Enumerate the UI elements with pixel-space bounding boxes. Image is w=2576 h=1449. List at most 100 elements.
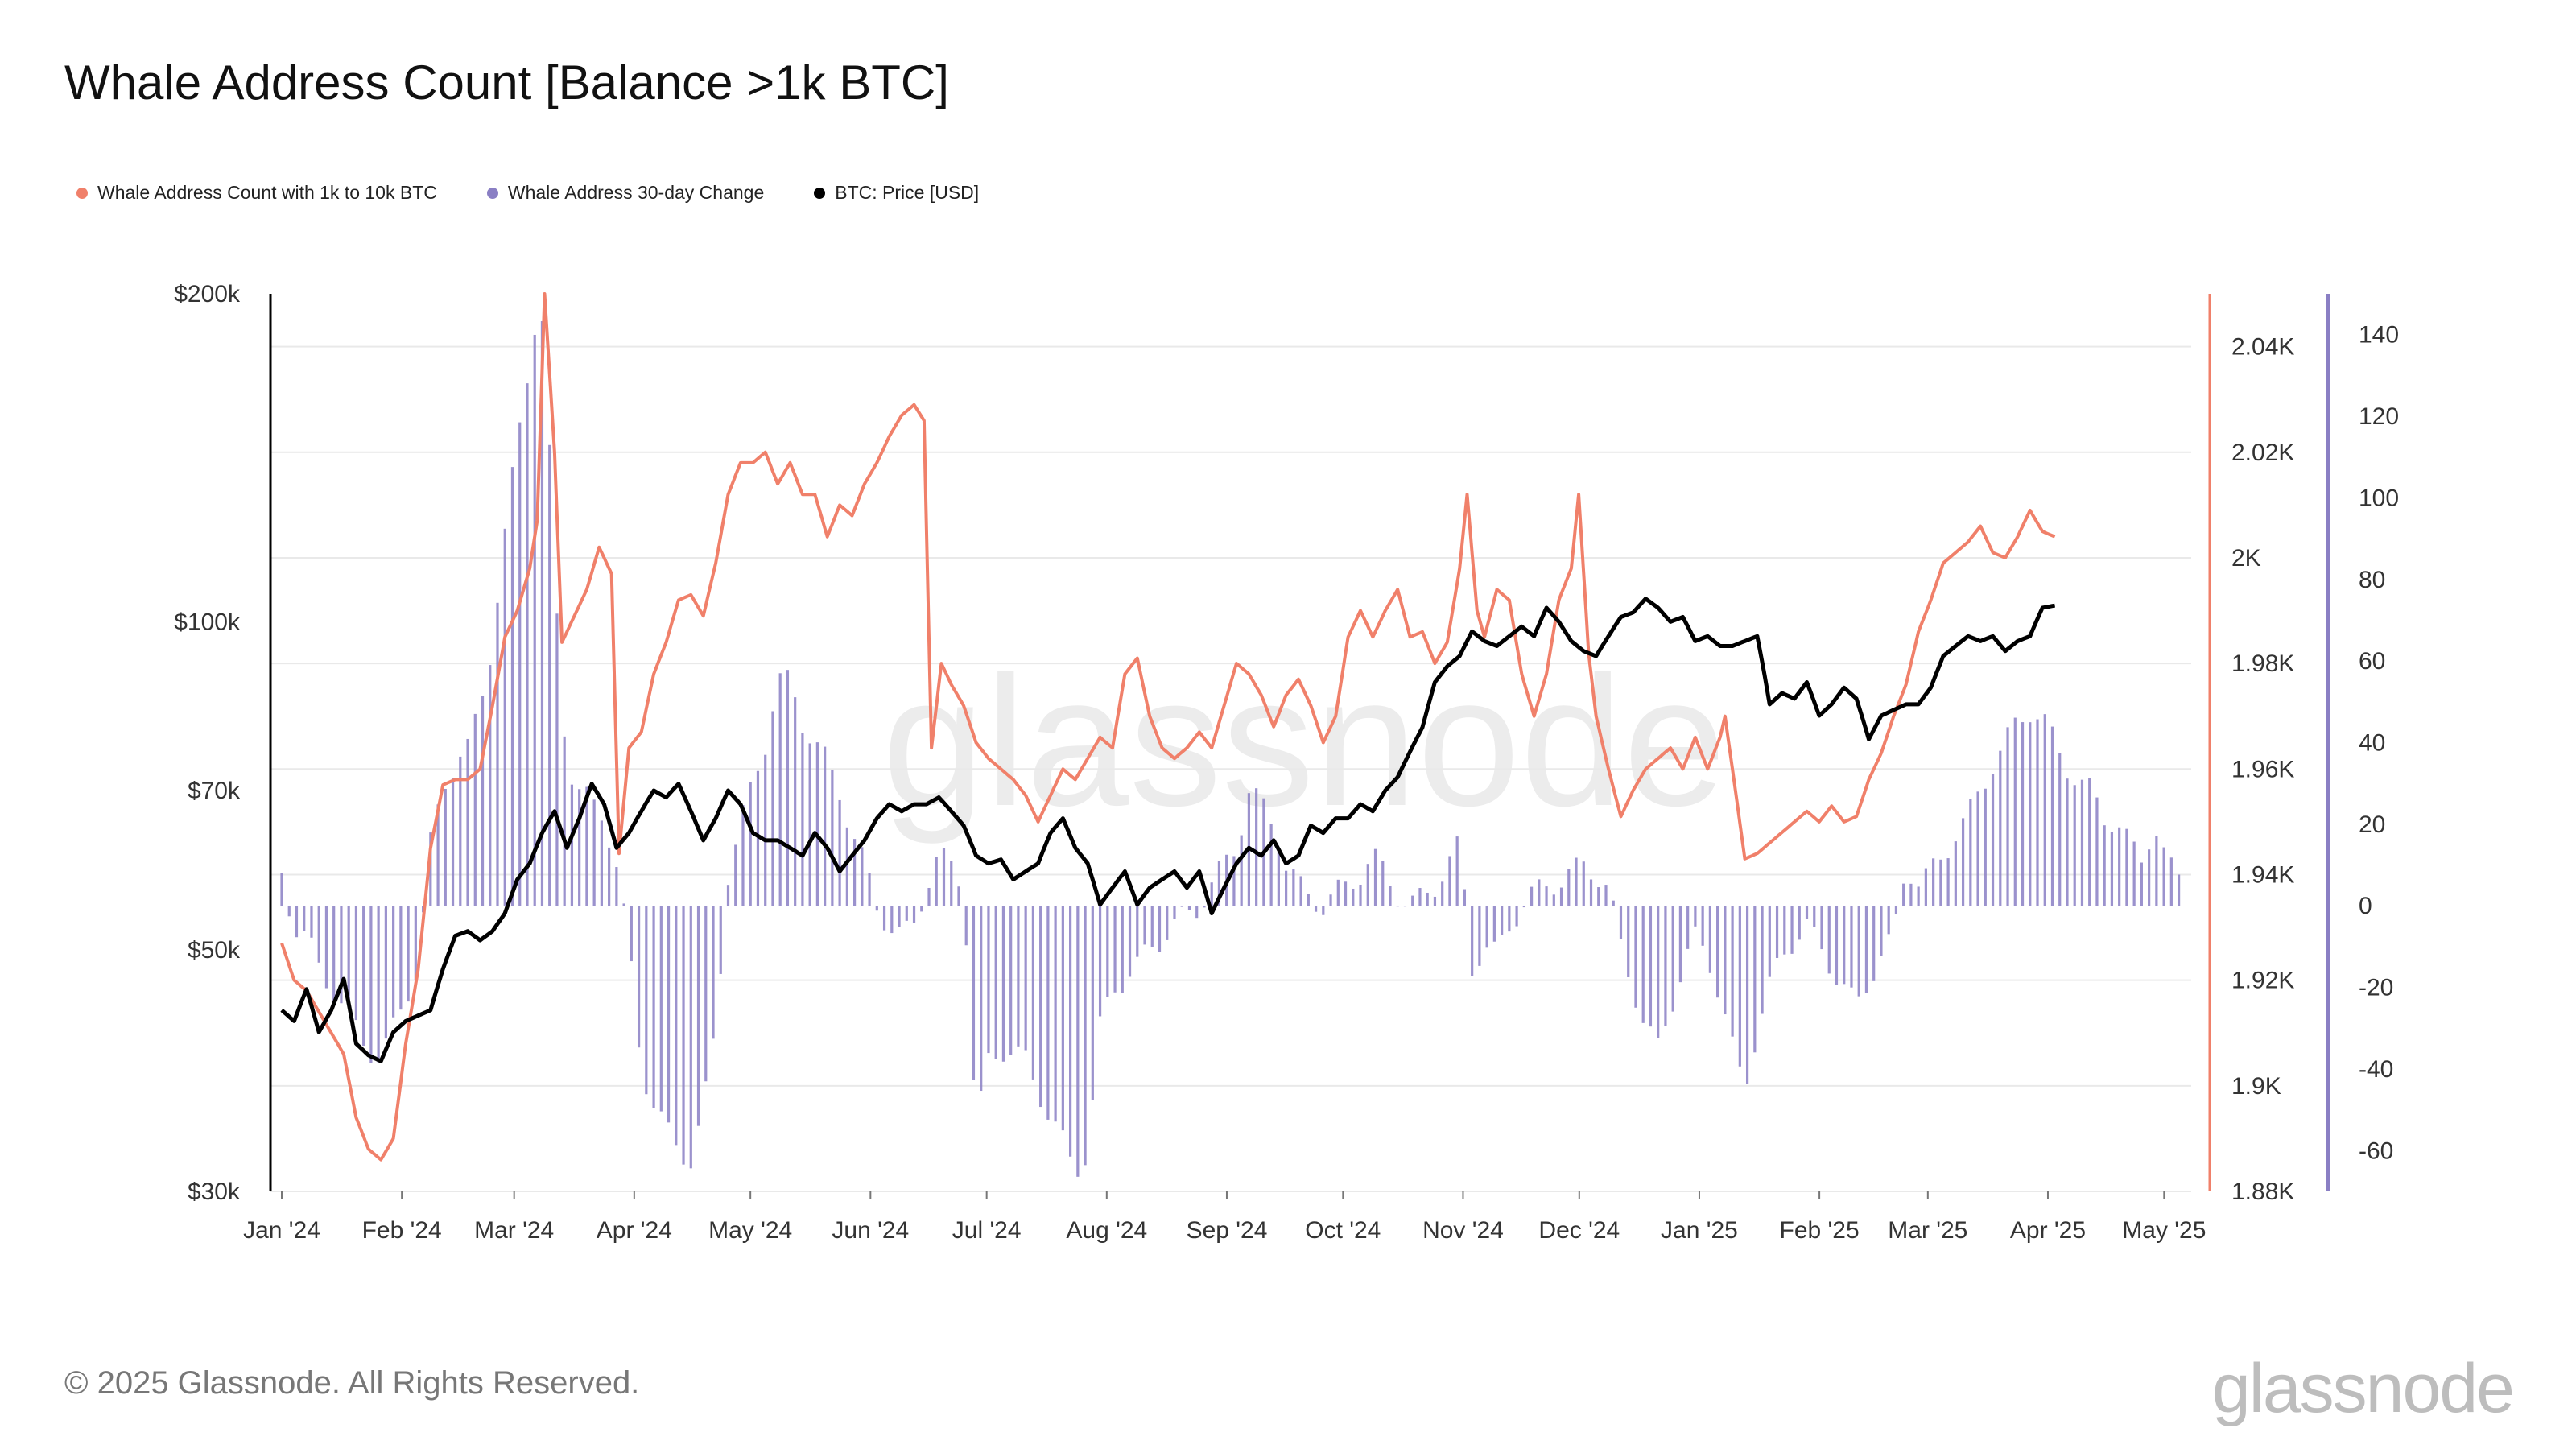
x-tick-label: Mar '25	[1888, 1217, 1967, 1244]
change-bar	[1195, 906, 1199, 919]
change-bar	[675, 906, 678, 1146]
change-bar	[1121, 906, 1124, 993]
change-bar	[1240, 835, 1243, 906]
change-bar	[1805, 906, 1809, 919]
change-tick-label: -60	[2359, 1137, 2393, 1164]
change-tick-label: 60	[2359, 648, 2385, 675]
change-bar	[1217, 861, 1221, 906]
change-bar	[682, 906, 685, 1165]
change-bar	[1894, 906, 1898, 915]
change-bar	[1441, 881, 1444, 906]
legend-dot-change	[486, 187, 498, 199]
change-bar	[1961, 818, 1965, 906]
count-tick-label: 1.9K	[2231, 1073, 2281, 1100]
change-bar	[1738, 906, 1741, 1067]
change-bar	[1463, 889, 1467, 906]
change-bar	[1285, 870, 1288, 906]
change-bar	[630, 906, 633, 962]
change-bar	[578, 789, 581, 906]
change-bar	[1850, 906, 1853, 988]
x-tick-label: Jan '25	[1661, 1217, 1738, 1244]
x-tick-label: Mar '24	[474, 1217, 554, 1244]
legend-dot-price	[814, 187, 826, 199]
change-bar	[1641, 906, 1645, 1023]
axis-labels: $30k $50k $70k $100k $200k 1.88K 1.9K 1.92K 1.94…	[174, 281, 2399, 1244]
change-bar	[1924, 868, 1927, 906]
change-bar	[957, 886, 960, 906]
change-bar	[1761, 906, 1764, 1014]
change-bar	[1322, 906, 1325, 915]
change-tick-label: 40	[2359, 730, 2385, 757]
change-bar	[1708, 906, 1711, 973]
change-bar	[1173, 906, 1176, 919]
change-bar	[1619, 906, 1623, 939]
change-bar	[1530, 886, 1534, 906]
change-bar	[1381, 861, 1385, 906]
change-bar	[399, 906, 402, 1010]
change-bar	[1359, 884, 1362, 906]
change-bar	[1701, 906, 1704, 946]
change-bar	[1269, 824, 1273, 906]
change-bar	[1798, 906, 1801, 940]
legend-label-change: Whale Address 30-day Change	[507, 182, 765, 203]
change-bar	[2088, 778, 2091, 906]
change-bar	[585, 786, 588, 906]
change-bar	[1084, 906, 1087, 1166]
change-bar	[1627, 906, 1630, 977]
change-bar	[1501, 906, 1504, 935]
change-bar	[882, 906, 886, 931]
change-bar	[719, 906, 722, 974]
change-bar	[1329, 894, 1332, 906]
legend-label-price: BTC: Price [USD]	[835, 182, 980, 203]
change-bar	[518, 422, 522, 906]
change-bar	[935, 857, 938, 906]
change-bar	[2013, 717, 2017, 906]
change-bar	[1448, 856, 1451, 906]
change-bar	[496, 602, 499, 906]
change-bar	[1054, 906, 1057, 1122]
change-bar	[1418, 888, 1422, 906]
change-bar	[950, 861, 953, 906]
change-bar	[1485, 906, 1488, 948]
change-bar	[898, 906, 901, 927]
change-bar	[2021, 722, 2025, 906]
change-bar	[1299, 876, 1302, 906]
change-bar	[868, 873, 871, 906]
change-tick-label: 100	[2359, 485, 2399, 511]
change-bar	[1426, 892, 1429, 906]
price-tick-label: $200k	[174, 281, 241, 308]
change-bar	[801, 733, 804, 906]
legend-item-price[interactable]: BTC: Price [USD]	[814, 182, 979, 204]
series-lines	[280, 292, 2056, 1162]
change-bar	[2080, 779, 2084, 906]
change-bar	[2132, 841, 2136, 906]
change-bar	[2043, 714, 2046, 906]
legend-item-change[interactable]: Whale Address 30-day Change	[486, 182, 765, 204]
change-bar	[712, 906, 715, 1039]
legend: Whale Address Count with 1k to 10k BTC W…	[76, 182, 979, 204]
change-bar	[778, 673, 782, 906]
change-bar	[1307, 894, 1310, 906]
x-tick-label: Nov '24	[1422, 1217, 1504, 1244]
x-tick-label: May '25	[2122, 1217, 2206, 1244]
x-tick-label: Feb '24	[362, 1217, 442, 1244]
legend-label-count: Whale Address Count with 1k to 10k BTC	[97, 182, 437, 203]
change-bar	[1999, 750, 2002, 906]
change-bar	[2050, 726, 2054, 906]
change-bar	[1478, 906, 1481, 966]
change-bar	[1686, 906, 1690, 949]
change-bar	[473, 713, 477, 906]
change-bar	[1731, 906, 1734, 1037]
axes	[269, 294, 2330, 1199]
change-bar	[1813, 906, 1816, 927]
legend-item-count[interactable]: Whale Address Count with 1k to 10k BTC	[76, 182, 437, 204]
change-bar	[280, 873, 283, 906]
change-bar	[741, 805, 745, 906]
change-bar	[1880, 906, 1883, 956]
x-tick-label: Jun '24	[832, 1217, 909, 1244]
change-bar	[726, 885, 730, 906]
change-bar	[592, 799, 596, 906]
change-bar	[1166, 906, 1169, 940]
change-bar	[1612, 900, 1615, 906]
